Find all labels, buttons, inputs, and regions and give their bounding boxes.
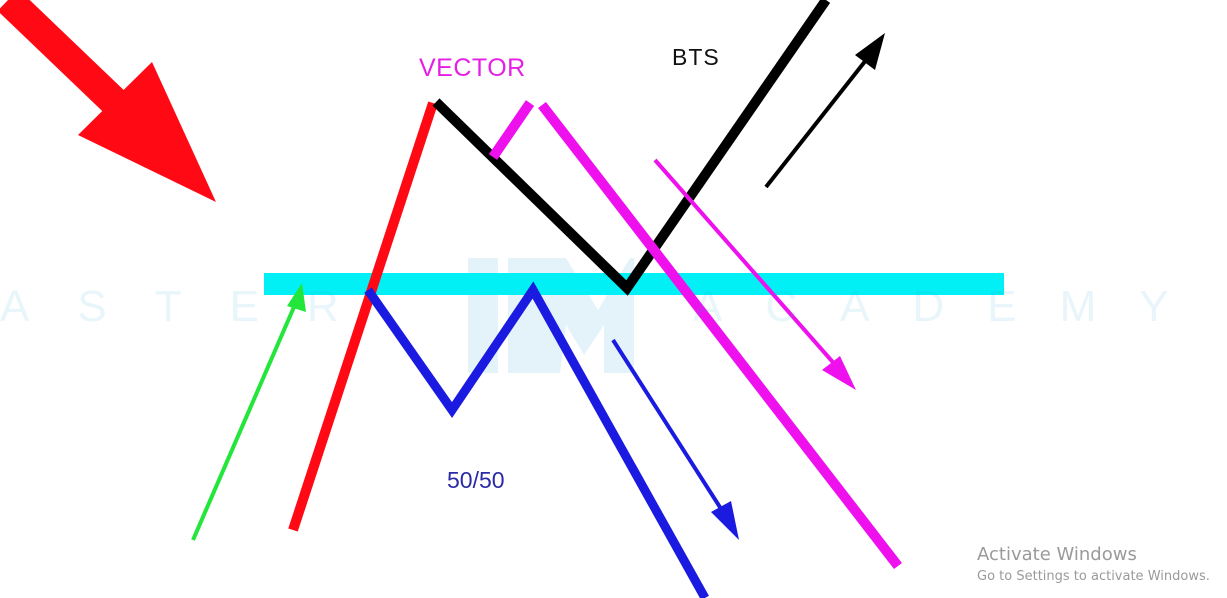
watermark-text: ASTER ACADEMY	[0, 282, 1227, 342]
big-red-arrow	[0, 0, 216, 202]
green-arrow	[191, 283, 306, 541]
blue-arrow	[611, 338, 739, 540]
activate-windows-title: Activate Windows	[977, 544, 1137, 565]
black-price-path	[432, 0, 831, 296]
watermark-right-text: ACADEMY	[693, 282, 1212, 331]
fifty-fifty-label: 50/50	[447, 467, 505, 493]
watermark-left-text: ASTER	[0, 282, 387, 331]
vector-label: VECTOR	[419, 54, 526, 82]
black-arrow	[764, 33, 885, 189]
activate-windows-notice: Activate Windows Go to Settings to activ…	[977, 544, 1210, 584]
red-impulse-line	[288, 101, 438, 532]
bts-label: BTS	[672, 44, 720, 70]
activate-windows-subtitle: Go to Settings to activate Windows.	[977, 569, 1210, 584]
magenta-arrow	[653, 158, 856, 390]
magenta-vector-lines	[488, 100, 902, 570]
blue-fifty-fifty-path	[364, 281, 709, 598]
